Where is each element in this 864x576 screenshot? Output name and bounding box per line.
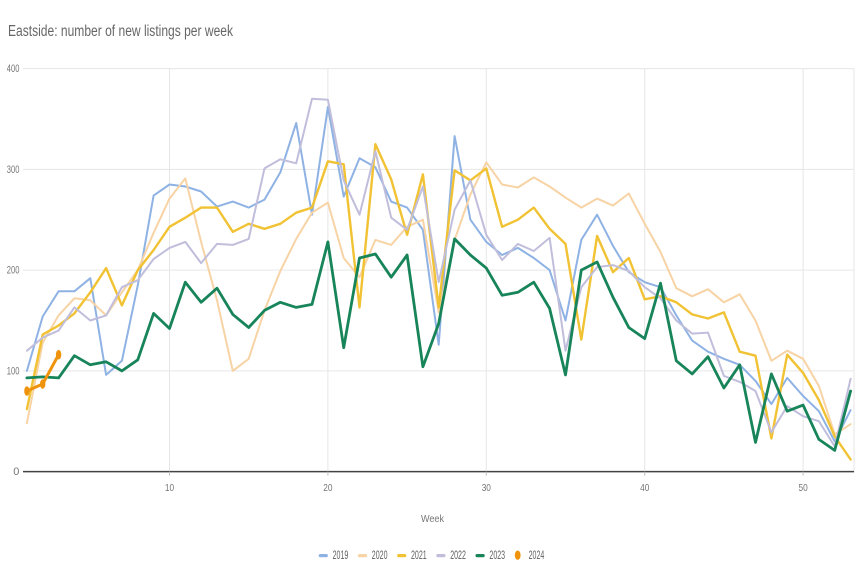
svg-text:40: 40 — [640, 482, 649, 494]
svg-text:30: 30 — [482, 482, 491, 494]
svg-text:2022: 2022 — [450, 548, 466, 562]
svg-text:2023: 2023 — [489, 548, 505, 562]
svg-text:400: 400 — [7, 63, 20, 75]
svg-text:10: 10 — [165, 482, 174, 494]
svg-text:2019: 2019 — [333, 548, 349, 562]
svg-text:20: 20 — [323, 482, 332, 494]
svg-text:2021: 2021 — [411, 548, 427, 562]
svg-text:300: 300 — [7, 164, 20, 176]
svg-text:50: 50 — [799, 482, 808, 494]
svg-text:100: 100 — [7, 365, 20, 377]
svg-text:200: 200 — [7, 265, 20, 277]
svg-text:0: 0 — [13, 466, 19, 478]
svg-text:Eastside: number of new listin: Eastside: number of new listings per wee… — [8, 23, 233, 40]
svg-text:2024: 2024 — [529, 548, 545, 562]
svg-text:2020: 2020 — [372, 548, 388, 562]
svg-text:Week: Week — [421, 513, 445, 525]
